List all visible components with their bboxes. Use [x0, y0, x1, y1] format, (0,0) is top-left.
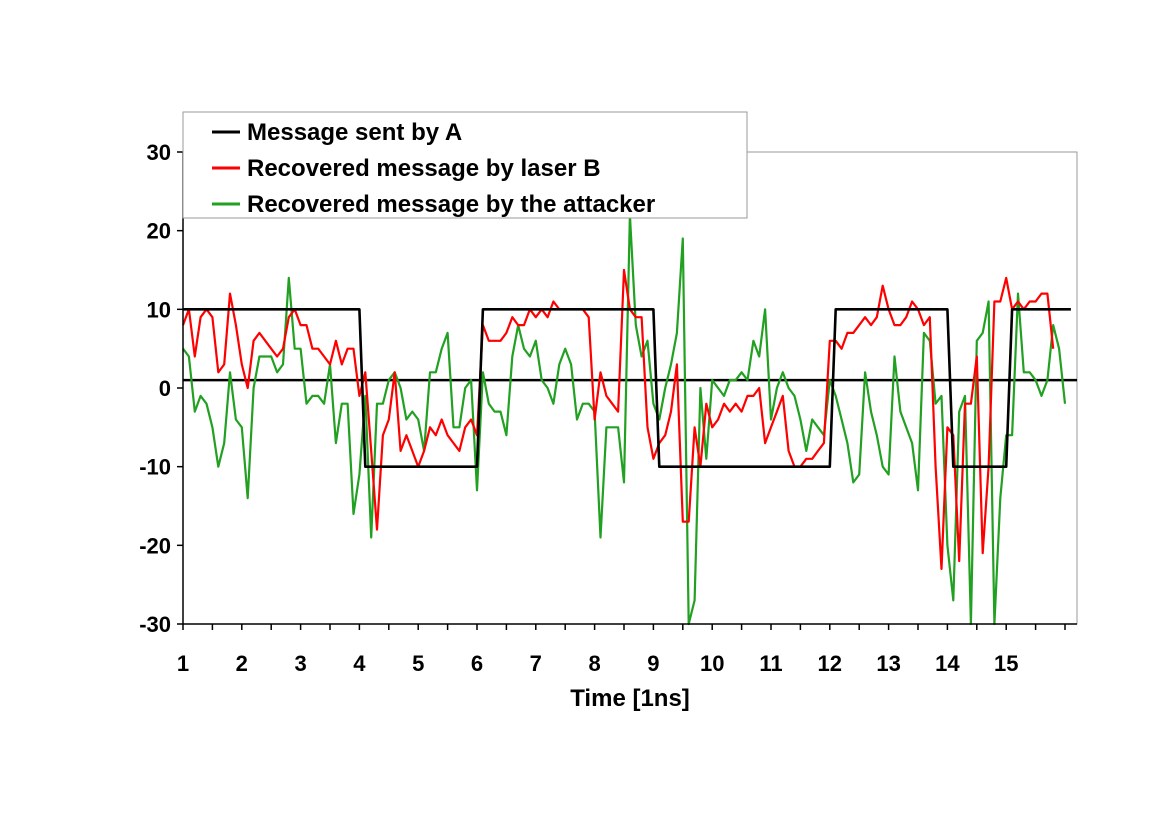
y-tick-label: -30	[139, 612, 171, 637]
x-tick-label: 1	[177, 651, 189, 676]
legend-label-message-sent-by-a: Message sent by A	[247, 119, 462, 146]
x-tick-label: 9	[647, 651, 659, 676]
y-tick-label: 30	[147, 140, 171, 165]
x-ticks: 1 2 3 4 5 6 7 8 9 10 11 12 13 14 15	[177, 624, 1066, 676]
x-tick-label: 6	[471, 651, 483, 676]
series-line-recovered-message-by-laser-b	[181, 268, 1055, 571]
y-tick-label: 0	[159, 376, 171, 401]
x-tick-label: 3	[294, 651, 306, 676]
y-tick-label: 10	[147, 297, 171, 322]
x-tick-label: 4	[353, 651, 366, 676]
y-ticks: -30 -20 -10 0 10 20 30	[139, 140, 183, 637]
legend-label-recovered-message-by-laser-b: Recovered message by laser B	[247, 155, 601, 182]
x-tick-label: 2	[236, 651, 248, 676]
y-tick-label: 20	[147, 219, 171, 244]
x-tick-label: 15	[994, 651, 1018, 676]
y-tick-label: -10	[139, 455, 171, 480]
x-tick-label: 5	[412, 651, 424, 676]
legend-label-recovered-message-by-the-attacker: Recovered message by the attacker	[247, 191, 655, 218]
x-tick-label: 14	[935, 651, 960, 676]
x-tick-label: 8	[588, 651, 600, 676]
x-tick-label: 11	[759, 651, 782, 676]
legend: Message sent by A Recovered message by la…	[182, 111, 748, 219]
x-tick-label: 7	[530, 651, 542, 676]
x-tick-label: 13	[876, 651, 900, 676]
series-line-message-sent-by-a	[183, 307, 1071, 469]
legend-box	[182, 111, 748, 219]
x-tick-label: 12	[818, 651, 842, 676]
y-tick-label: -20	[139, 533, 171, 558]
legend-items: Message sent by A Recovered message by la…	[212, 119, 655, 218]
series-layer	[181, 213, 1071, 626]
x-axis-title: Time [1ns]	[570, 685, 690, 712]
x-tick-label: 10	[700, 651, 724, 676]
